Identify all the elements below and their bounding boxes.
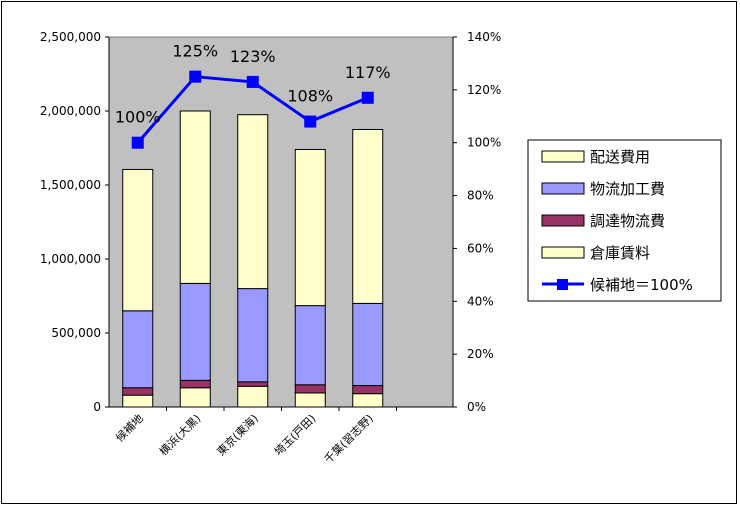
bar-segment <box>294 392 326 408</box>
legend-swatch <box>541 182 585 195</box>
data-label: 123% <box>230 47 276 66</box>
y-tick-label: 1,500,000 <box>40 178 101 192</box>
bar-segment <box>179 379 211 389</box>
y-tick-label: 2,000,000 <box>40 104 101 118</box>
y2-tick-label: 140% <box>467 30 501 44</box>
bar-segment <box>294 384 326 394</box>
line-marker <box>304 115 317 128</box>
x-tick-label: 候補地 <box>113 411 146 444</box>
line-marker <box>361 91 374 104</box>
bar-segment <box>352 385 384 395</box>
x-tick-label: 千葉(習志野) <box>321 411 376 466</box>
line-marker <box>246 75 259 88</box>
data-label: 117% <box>345 63 391 82</box>
bar-segment <box>122 394 154 408</box>
bar-segment <box>237 288 269 383</box>
legend-label: 候補地＝100% <box>590 276 693 294</box>
y-tick-label: 0 <box>93 400 101 414</box>
legend-label: 配送費用 <box>590 148 650 166</box>
bar-segment <box>294 305 326 386</box>
bar-segment <box>122 168 154 312</box>
y-tick-label: 500,000 <box>51 326 101 340</box>
y2-tick-label: 60% <box>467 241 494 255</box>
bar-segment <box>237 385 269 408</box>
bar-segment <box>179 387 211 408</box>
y-tick-label: 2,500,000 <box>40 30 101 44</box>
bar-segment <box>294 148 326 307</box>
legend-swatch <box>541 214 585 227</box>
data-label: 125% <box>172 42 218 61</box>
x-tick-label: 東京(東海) <box>214 411 261 458</box>
y2-tick-label: 20% <box>467 347 494 361</box>
bar-segment <box>179 282 211 381</box>
bar-segment <box>179 110 211 284</box>
data-label: 108% <box>287 87 333 106</box>
plot-area: 0 500,000 1,000,000 1,500,000 2,000,000 2,500… <box>40 30 501 466</box>
bar-segment <box>352 129 384 304</box>
y2-tick-label: 100% <box>467 136 501 150</box>
y2-tick-label: 80% <box>467 189 494 203</box>
bar-segment <box>237 381 269 387</box>
x-tick-label: 横浜(大黒) <box>156 411 203 458</box>
plot-background <box>108 36 454 408</box>
bar-segment <box>352 393 384 408</box>
y2-tick-label: 40% <box>467 294 494 308</box>
line-marker <box>189 70 202 83</box>
line-marker <box>131 136 144 149</box>
legend-label: 物流加工費 <box>590 180 665 198</box>
legend-swatch <box>541 150 585 163</box>
legend-label: 倉庫賃料 <box>590 244 650 262</box>
bar-segment <box>122 387 154 396</box>
bar-segment <box>122 310 154 389</box>
legend-swatch <box>541 246 585 259</box>
x-tick-label: 埼玉(戸田) <box>271 411 318 458</box>
data-label: 100% <box>115 108 161 127</box>
bar-segment <box>352 302 384 387</box>
bar-segment <box>237 114 269 290</box>
y2-tick-label: 120% <box>467 83 501 97</box>
y-tick-label: 1,000,000 <box>40 252 101 266</box>
legend-marker-swatch <box>557 279 568 290</box>
legend-box <box>527 139 722 302</box>
y2-tick-label: 0% <box>467 400 486 414</box>
legend-label: 調達物流費 <box>590 212 665 230</box>
